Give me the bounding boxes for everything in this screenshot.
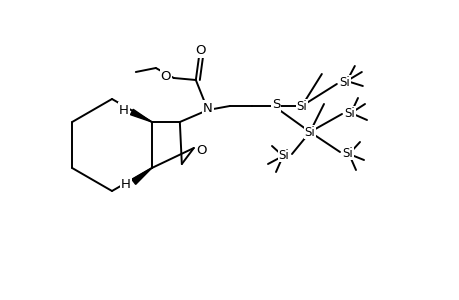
Text: O: O	[160, 70, 171, 83]
Text: O: O	[196, 143, 207, 157]
Text: H: H	[118, 103, 129, 116]
Polygon shape	[130, 109, 151, 122]
Text: Si: Si	[278, 148, 289, 161]
Text: Si: Si	[339, 76, 349, 88]
Text: Si: Si	[344, 106, 355, 119]
Polygon shape	[132, 168, 151, 184]
Text: S: S	[271, 98, 280, 110]
Text: Si: Si	[296, 100, 307, 112]
Text: N: N	[202, 101, 212, 115]
Text: Si: Si	[304, 125, 315, 139]
Text: Si: Si	[342, 146, 353, 160]
Text: H: H	[121, 178, 130, 190]
Text: O: O	[195, 44, 206, 56]
